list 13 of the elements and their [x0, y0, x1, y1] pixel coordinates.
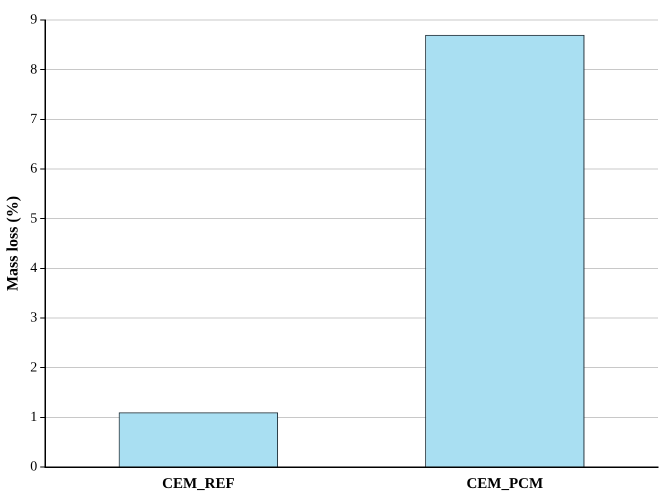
y-tick-label: 6: [30, 162, 38, 177]
y-tick-label: 3: [30, 310, 38, 326]
y-tick-label: 9: [30, 12, 38, 28]
x-tick-label: CEM_REF: [162, 476, 235, 492]
y-axis-title: Mass loss (%): [4, 196, 22, 292]
y-tick-label: 7: [30, 112, 38, 128]
y-tick-label: 1: [30, 410, 38, 426]
y-tick-label: 8: [30, 62, 38, 78]
y-tick-label: 5: [30, 211, 38, 226]
y-tick-label: 4: [30, 261, 38, 276]
y-tick-label: 2: [30, 360, 38, 376]
y-tick-label: 0: [30, 460, 38, 475]
x-tick-label: CEM_PCM: [466, 476, 544, 492]
